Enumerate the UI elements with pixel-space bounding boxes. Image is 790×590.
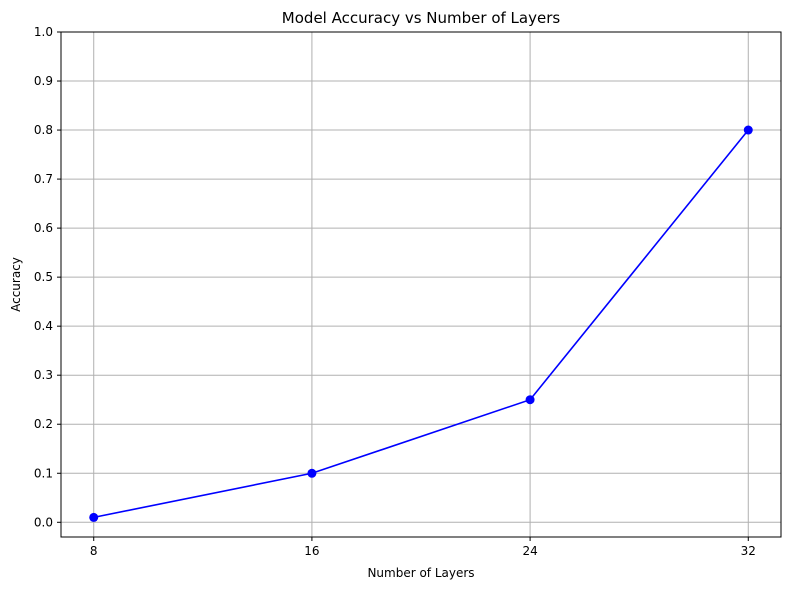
- plot-area-frame: [60, 31, 782, 538]
- data-point: [743, 125, 753, 135]
- data-point: [307, 468, 317, 478]
- y-tick-label: 0.4: [34, 319, 53, 333]
- x-tick-label: 16: [304, 544, 319, 558]
- chart-title: Model Accuracy vs Number of Layers: [282, 9, 561, 27]
- y-axis-label: Accuracy: [9, 257, 23, 312]
- y-tick-label: 1.0: [34, 25, 53, 39]
- grid: [61, 31, 781, 537]
- data-point: [89, 512, 99, 522]
- y-tick-label: 0.2: [34, 417, 53, 431]
- y-tick-label: 0.6: [34, 221, 53, 235]
- ticks: 8 16 24 32 0.0 0.1 0.2 0.3 0.4 0.5 0.6 0.7 0.8 0.9 1.0: [34, 25, 756, 558]
- x-tick-label: 24: [522, 544, 537, 558]
- x-tick-label: 32: [741, 544, 756, 558]
- y-tick-label: 0.3: [34, 368, 53, 382]
- y-tick-label: 0.9: [34, 74, 53, 88]
- series-line: [93, 129, 749, 519]
- y-tick-label: 0.1: [34, 466, 53, 480]
- series-group: [89, 125, 753, 522]
- x-axis-label: Number of Layers: [367, 566, 474, 580]
- y-tick-label: 0.0: [34, 515, 53, 529]
- data-point: [525, 395, 535, 405]
- y-tick-label: 0.8: [34, 123, 53, 137]
- y-tick-label: 0.5: [34, 270, 53, 284]
- y-tick-label: 0.7: [34, 172, 53, 186]
- x-tick-label: 8: [90, 544, 98, 558]
